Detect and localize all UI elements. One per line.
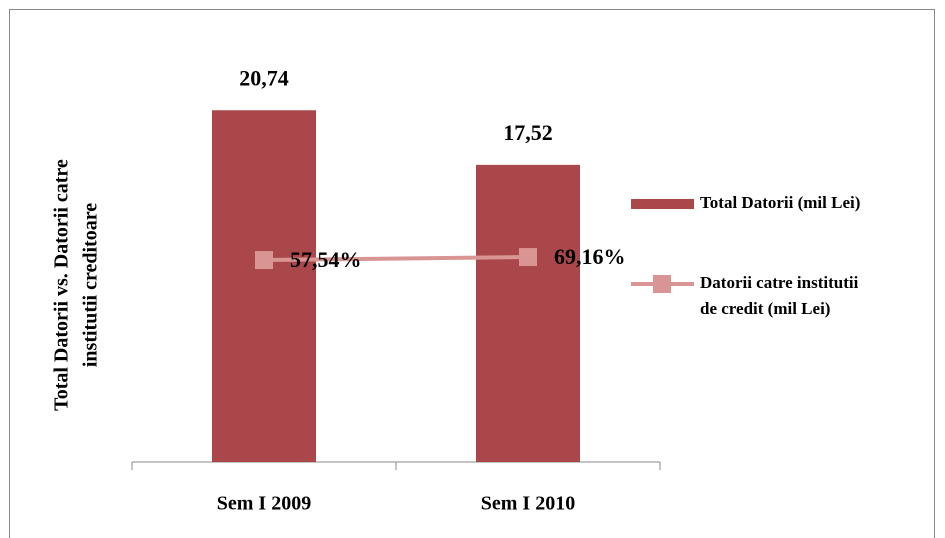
- data-label: 20,74: [239, 65, 289, 90]
- legend-label: Datorii catre institutii de credit (mil L…: [700, 273, 859, 318]
- chart-border: [9, 9, 935, 538]
- x-tick-label: Sem I 2009: [217, 493, 311, 515]
- data-label: 57,54%: [290, 247, 362, 272]
- line: [263, 255, 529, 263]
- legend-marker: [653, 275, 671, 293]
- data-label: 17,52: [503, 120, 553, 145]
- data-label: 69,16%: [554, 244, 626, 269]
- legend-swatch: [631, 199, 694, 209]
- bar: [212, 110, 316, 462]
- x-tick-label: Sem I 2010: [481, 493, 575, 515]
- bar: [476, 164, 580, 463]
- line-marker: [519, 248, 537, 267]
- legend-label: Total Datorii (mil Lei): [700, 193, 860, 212]
- y-axis-title: Total Datorii vs. Datorii catre instituti…: [50, 159, 101, 411]
- line-marker: [255, 251, 273, 270]
